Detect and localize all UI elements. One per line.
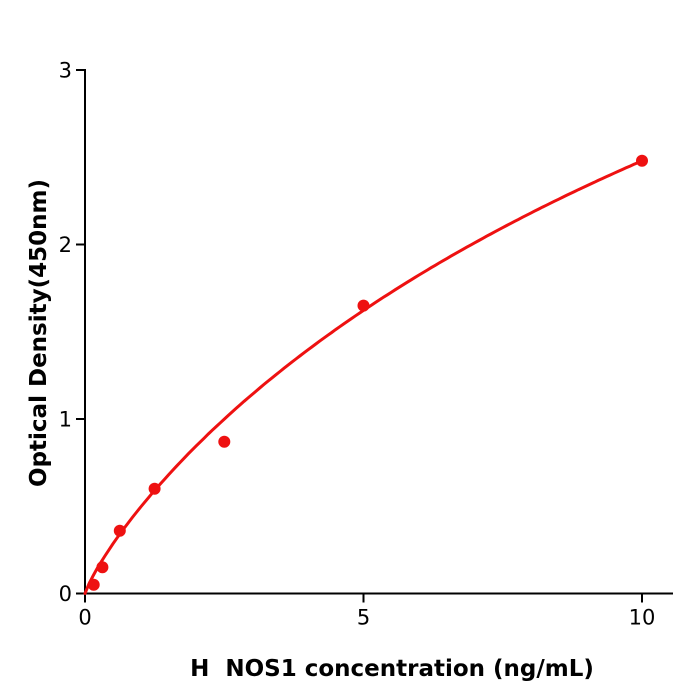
- y-axis-title: Optical Density(450nm): [26, 179, 52, 487]
- plot-area: [84, 69, 673, 595]
- x-tick-label: 5: [357, 606, 370, 630]
- fit-curve: [83, 159, 644, 595]
- x-axis-title: H NOS1 concentration (ng/mL): [190, 656, 594, 682]
- y-tick-label: 0: [59, 582, 72, 606]
- x-axis-ticks: 0 5 10: [78, 593, 656, 630]
- data-point-marker: [96, 561, 109, 574]
- data-point-marker: [87, 578, 100, 591]
- data-points: [87, 154, 648, 591]
- data-point-marker: [113, 524, 126, 537]
- data-point-marker: [357, 299, 370, 312]
- y-axis-ticks: 0 1 2 3: [59, 59, 85, 606]
- x-tick-label: 10: [629, 606, 656, 630]
- data-point-marker: [148, 482, 161, 495]
- y-tick-label: 2: [59, 233, 72, 257]
- y-tick-label: 3: [59, 59, 72, 83]
- data-point-marker: [636, 154, 648, 167]
- data-point-marker: [218, 435, 231, 448]
- x-tick-label: 0: [78, 606, 91, 630]
- y-tick-label: 1: [59, 408, 72, 432]
